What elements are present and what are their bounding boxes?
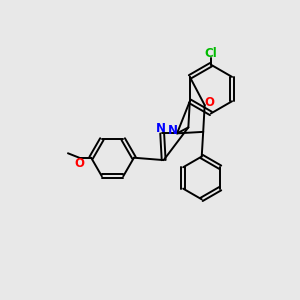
Text: O: O [75, 157, 85, 169]
Text: N: N [156, 122, 166, 134]
Text: N: N [168, 124, 178, 137]
Text: O: O [204, 96, 214, 109]
Text: Cl: Cl [205, 47, 217, 61]
